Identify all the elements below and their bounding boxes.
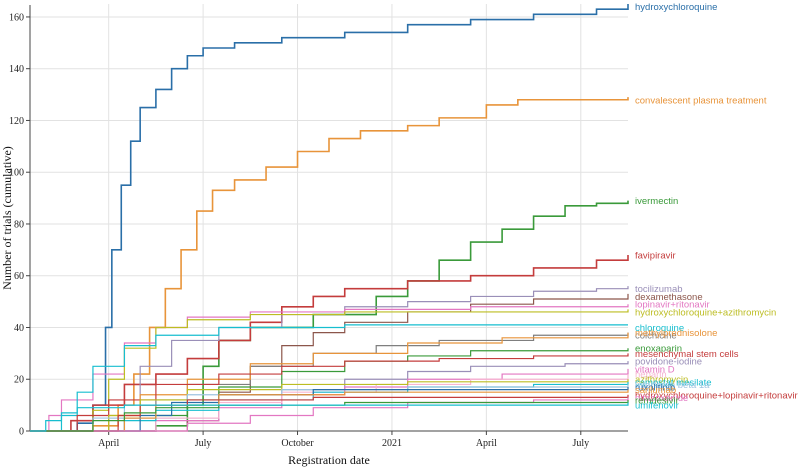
series-label-camostat-mesilate: camostat mesilate (635, 377, 712, 388)
y-tick-label: 160 (9, 12, 24, 23)
series-line-convalescent-plasma-treatment (30, 97, 629, 432)
series-line-hydroxychloroquine (30, 4, 629, 432)
y-axis-title: Number of trials (cumulative) (0, 146, 14, 290)
series-line-tocilizumab (30, 286, 629, 432)
series-line-sarilumab (30, 389, 629, 432)
series-line-hydroxychloroquine-azithromycin (30, 309, 629, 432)
series-label-hydroxychloroquine-azithromycin: hydroxychloroquine+azithromycin (635, 307, 776, 318)
series-line-lopinavir-ritonavir (30, 304, 629, 432)
series-line-mesenchymal-stem-cells (30, 353, 629, 432)
series-label-nitazoxanide: nitazoxanide (635, 393, 688, 404)
series-label-chloroquine: chloroquine (635, 323, 684, 334)
y-axis-ticks: 0 20 40 60 80 100 120 140 160 (9, 12, 30, 438)
series-line-favipiravir (30, 255, 629, 432)
y-tick-label: 0 (19, 427, 24, 438)
series-labels: hydroxychloroquine convalescent plasma tr… (635, 2, 798, 412)
series-label-ivermectin: ivermectin (635, 196, 678, 207)
x-axis-ticks: April July October 2021 April July (98, 431, 589, 449)
series-label-dexamethasone: dexamethasone (635, 292, 703, 303)
series-label-umifenovir: umifenovir (635, 401, 679, 412)
series-label-vitamin-d: vitamin D (635, 364, 675, 375)
series-label-ruxolitinib: ruxolitinib (635, 383, 675, 394)
series-line-umifenovir (30, 402, 629, 432)
series-label-povidone-iodine: povidone-iodine (635, 357, 702, 368)
series-label-tocilizumab: tocilizumab (635, 284, 683, 295)
y-tick-label: 80 (14, 219, 24, 230)
series-lines (30, 4, 629, 432)
series-label-colchicine: colchicine (635, 331, 677, 342)
x-axis-title: Registration date (288, 453, 370, 467)
series-label-methylprednisolone: methylprednisolone (635, 328, 717, 339)
series-label-lopinavir-ritonavir: lopinavir+ritonavir (635, 300, 710, 311)
series-label-favipiravir: favipiravir (635, 251, 676, 262)
x-tick-label: 2021 (382, 438, 402, 449)
y-tick-label: 140 (9, 64, 24, 75)
series-label-mesenchymal-stem-cells: mesenchymal stem cells (635, 349, 739, 360)
series-line-ivermectin (30, 200, 629, 432)
series-line-remdesivir (30, 399, 629, 432)
x-tick-label: July (572, 438, 589, 449)
series-label-azithromycin: azithromycin (635, 375, 688, 386)
x-tick-label: July (195, 438, 212, 449)
x-tick-label: April (98, 438, 119, 449)
series-label-sarilumab: sarilumab (635, 385, 676, 396)
series-line-nitazoxanide (30, 397, 629, 432)
x-tick-label: April (476, 438, 497, 449)
series-label-enoxaparin: enoxaparin (635, 344, 682, 355)
y-tick-label: 60 (14, 271, 24, 282)
series-label-interferon-beta-1a: interferon beta 1a (635, 380, 710, 391)
series-line-ruxolitinib (30, 387, 629, 432)
y-tick-label: 20 (14, 375, 24, 386)
series-label-remdesivir: remdesivir (635, 395, 679, 406)
x-tick-label: October (281, 438, 314, 449)
y-tick-label: 120 (9, 116, 24, 127)
series-label-hydroxychloroquine: hydroxychloroquine (635, 2, 717, 13)
series-label-hydroxychloroquine-lopinavir-ritonavir: hydroxychloroquine+lopinavir+ritonavir (635, 390, 798, 401)
y-tick-label: 40 (14, 323, 24, 334)
series-label-convalescent-plasma-treatment: convalescent plasma treatment (635, 95, 767, 106)
y-tick-label: 100 (9, 168, 24, 179)
series-label-heparin: heparin (635, 370, 667, 381)
series-line-heparin (30, 374, 629, 432)
grid-lines (30, 4, 628, 431)
